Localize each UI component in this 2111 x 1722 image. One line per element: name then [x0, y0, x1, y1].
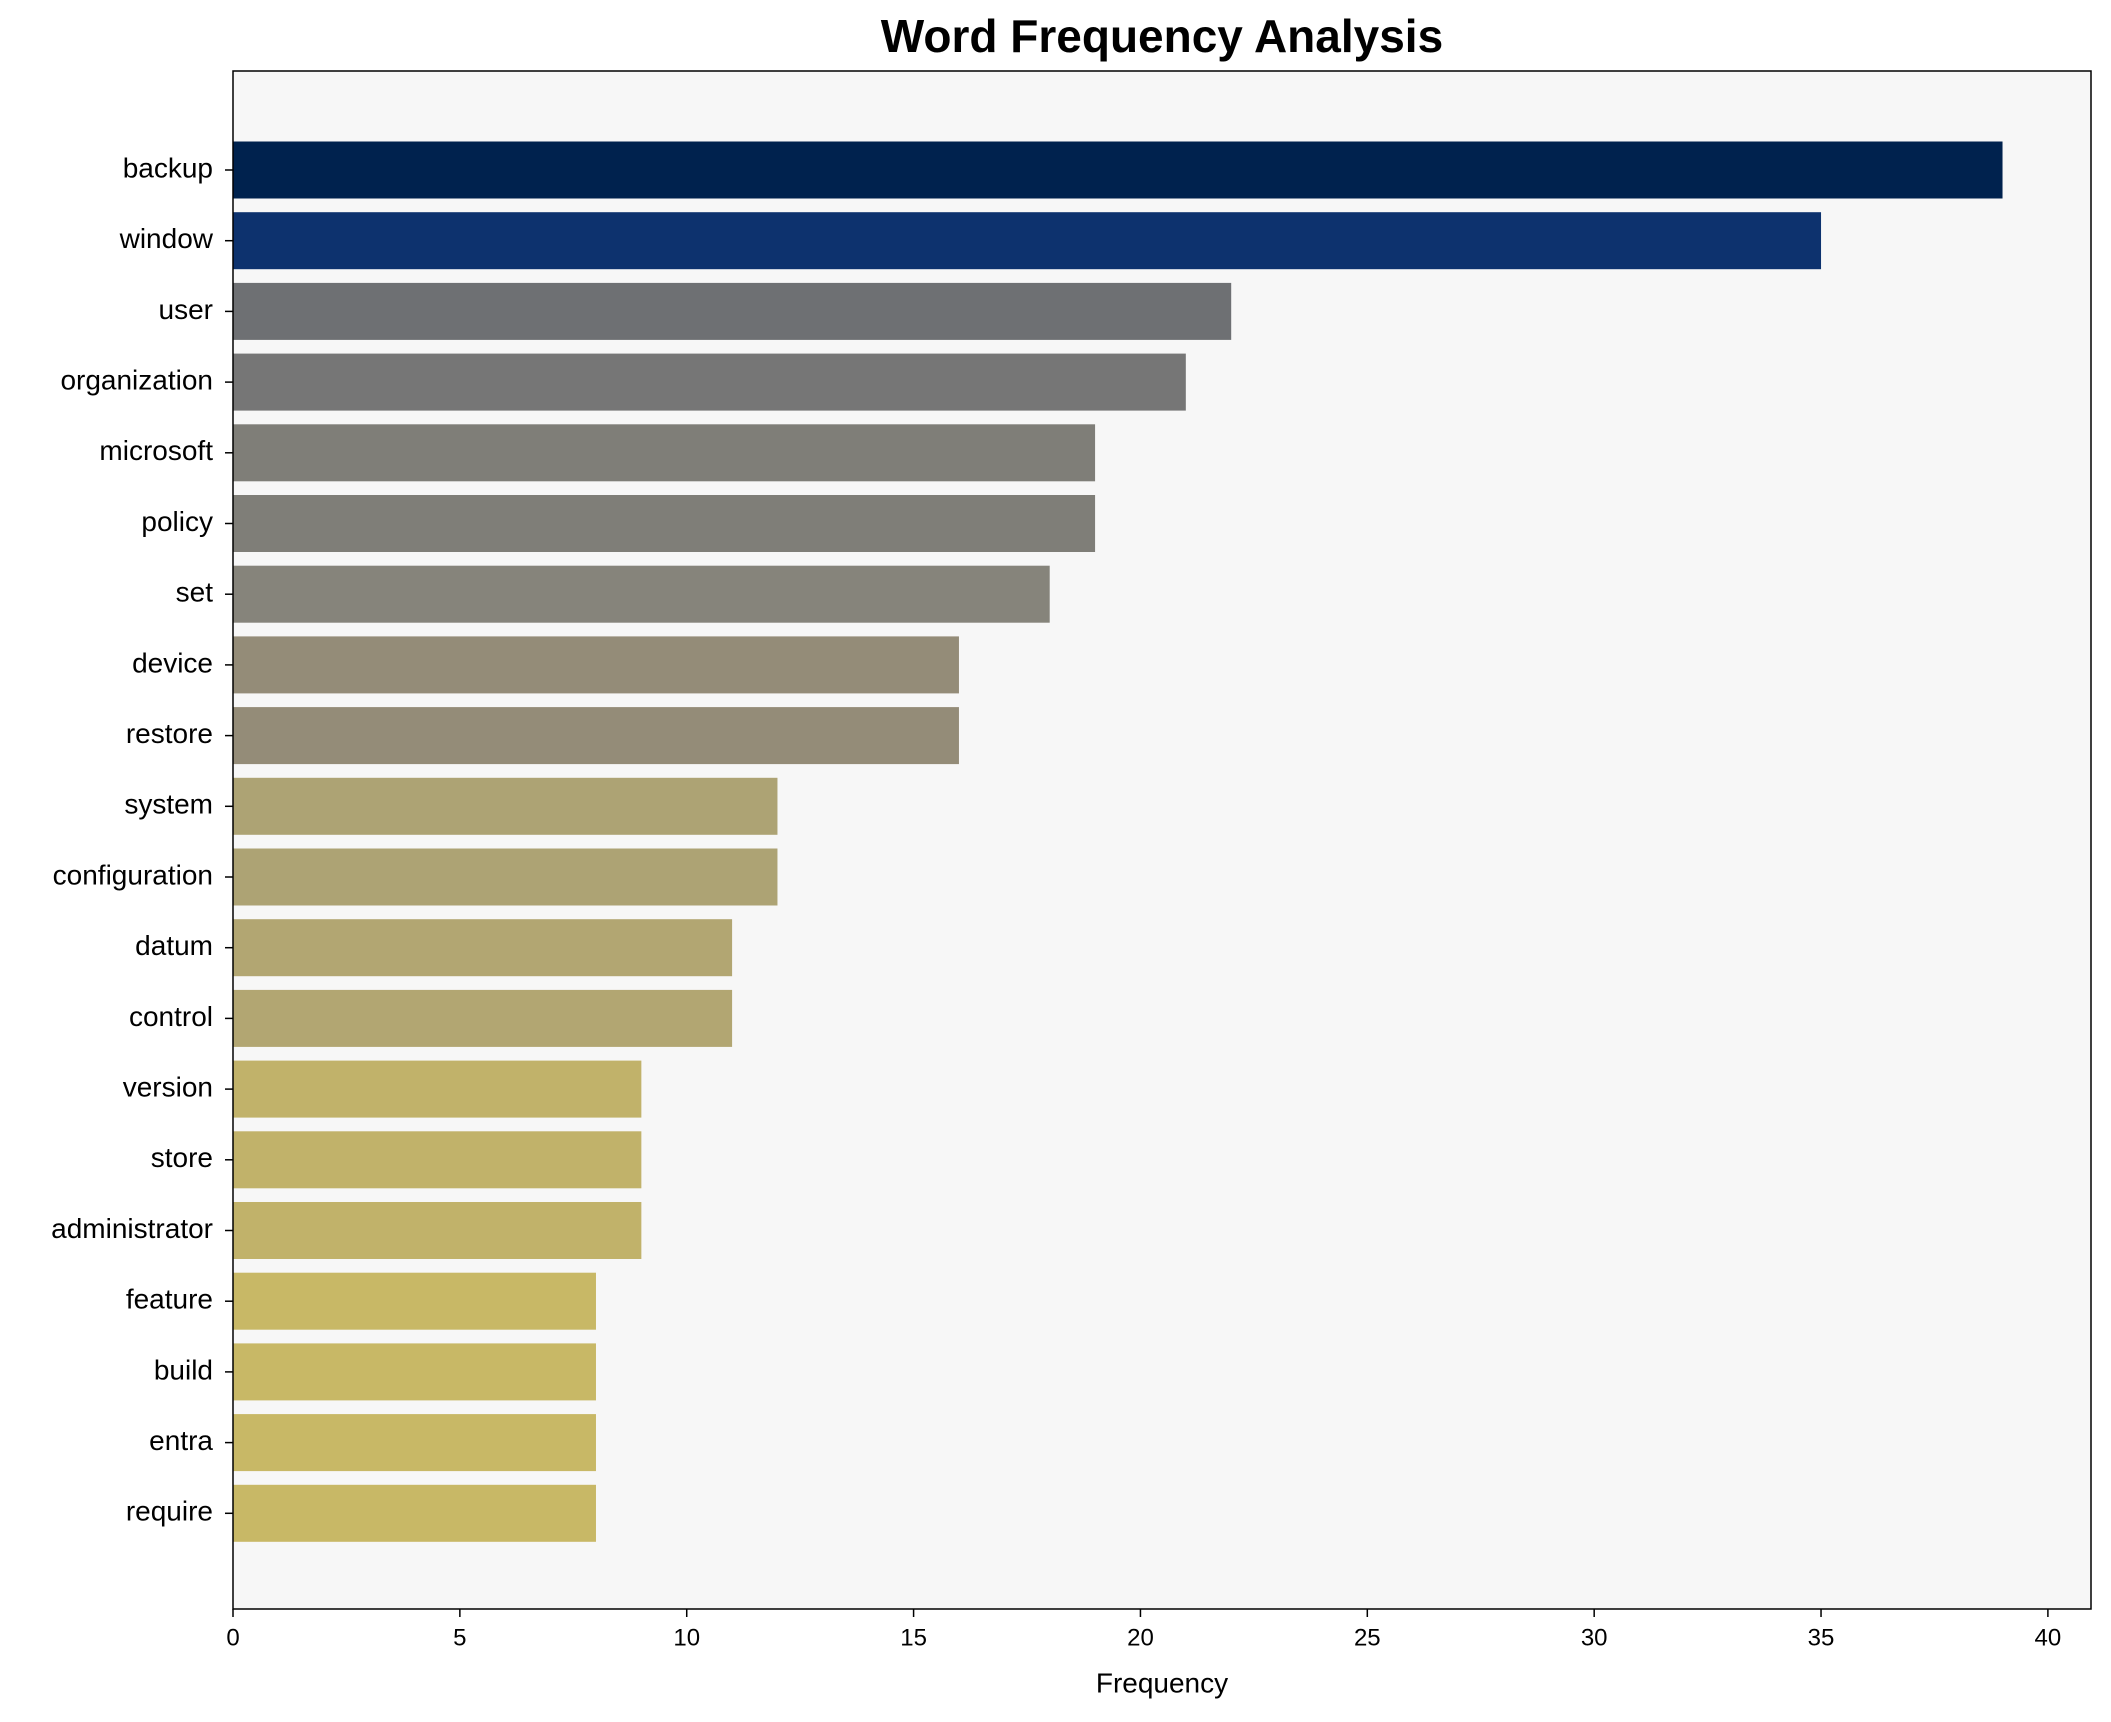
bar	[233, 141, 2003, 199]
bar	[233, 495, 1096, 552]
x-tick-label: 35	[1808, 1624, 1835, 1651]
y-tick-label: control	[129, 1001, 213, 1032]
y-tick-label: require	[126, 1496, 213, 1527]
y-tick-label: restore	[126, 718, 213, 749]
y-tick-label: backup	[123, 152, 213, 183]
y-tick-label: user	[159, 294, 213, 325]
x-tick-label: 5	[453, 1624, 466, 1651]
bar	[233, 424, 1096, 482]
y-tick-label: organization	[60, 364, 213, 395]
bar	[233, 565, 1050, 623]
bar	[233, 707, 959, 765]
y-tick-label: microsoft	[99, 435, 213, 466]
y-tick-label: feature	[126, 1284, 213, 1315]
x-tick-label: 20	[1127, 1624, 1154, 1651]
bar	[233, 353, 1186, 411]
x-tick-label: 10	[673, 1624, 700, 1651]
y-tick-label: configuration	[53, 859, 213, 890]
y-tick-label: system	[124, 789, 213, 820]
bar	[233, 1484, 596, 1542]
y-tick-label: entra	[149, 1425, 213, 1456]
x-tick-label: 15	[900, 1624, 927, 1651]
bar	[233, 1272, 596, 1330]
y-tick-label: store	[151, 1142, 213, 1173]
bar	[233, 919, 733, 977]
bar	[233, 848, 778, 906]
y-tick-label: build	[154, 1354, 213, 1385]
y-tick-label: version	[123, 1071, 213, 1102]
y-tick-label: device	[132, 647, 213, 678]
plot-frame	[232, 70, 2092, 1610]
bar	[233, 282, 1232, 340]
bar	[233, 636, 959, 694]
y-tick-label: set	[176, 577, 214, 608]
bar	[233, 1131, 642, 1189]
y-tick-label: window	[119, 223, 214, 254]
bar	[233, 1414, 596, 1472]
y-tick-label: policy	[141, 506, 213, 537]
bar	[233, 212, 1822, 270]
bar	[233, 777, 778, 835]
y-tick-label: datum	[135, 930, 213, 961]
y-tick-label: administrator	[51, 1213, 213, 1244]
bar	[233, 989, 733, 1047]
x-tick-label: 30	[1581, 1624, 1608, 1651]
x-tick-label: 40	[2035, 1624, 2062, 1651]
x-tick-label: 25	[1354, 1624, 1381, 1651]
bar	[233, 1202, 642, 1259]
bar	[233, 1343, 596, 1401]
x-axis-label: Frequency	[1096, 1667, 1228, 1698]
x-tick-label: 0	[226, 1624, 239, 1651]
bar	[233, 1060, 642, 1118]
chart-title: Word Frequency Analysis	[881, 10, 1443, 62]
